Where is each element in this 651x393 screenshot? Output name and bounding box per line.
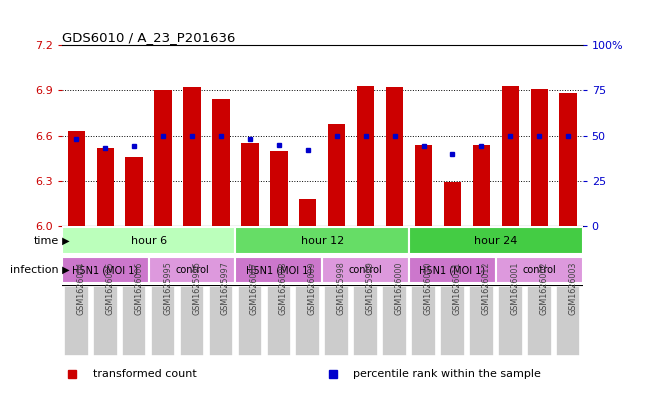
FancyBboxPatch shape bbox=[411, 286, 436, 356]
FancyBboxPatch shape bbox=[93, 286, 118, 356]
FancyBboxPatch shape bbox=[409, 257, 496, 283]
FancyBboxPatch shape bbox=[469, 286, 493, 356]
FancyBboxPatch shape bbox=[236, 228, 409, 254]
Text: GSM1626007: GSM1626007 bbox=[250, 261, 259, 314]
Bar bbox=[531, 89, 548, 226]
FancyBboxPatch shape bbox=[180, 286, 204, 356]
FancyBboxPatch shape bbox=[151, 286, 175, 356]
FancyBboxPatch shape bbox=[382, 286, 407, 356]
FancyBboxPatch shape bbox=[353, 286, 378, 356]
Text: ▶: ▶ bbox=[59, 265, 69, 275]
FancyBboxPatch shape bbox=[236, 257, 322, 283]
FancyBboxPatch shape bbox=[324, 286, 349, 356]
Text: GSM1625996: GSM1625996 bbox=[192, 261, 201, 315]
Text: GSM1626009: GSM1626009 bbox=[308, 261, 317, 314]
Text: GSM1625997: GSM1625997 bbox=[221, 261, 230, 315]
Bar bbox=[96, 148, 114, 226]
Text: GSM1626010: GSM1626010 bbox=[424, 261, 432, 314]
Bar bbox=[270, 151, 288, 226]
FancyBboxPatch shape bbox=[496, 257, 583, 283]
Text: GSM1626012: GSM1626012 bbox=[481, 261, 490, 314]
FancyBboxPatch shape bbox=[266, 286, 291, 356]
FancyBboxPatch shape bbox=[62, 257, 148, 283]
Text: GSM1625998: GSM1625998 bbox=[337, 261, 346, 315]
Text: GSM1625995: GSM1625995 bbox=[163, 261, 172, 315]
Bar bbox=[444, 182, 461, 226]
Text: hour 24: hour 24 bbox=[474, 236, 518, 246]
Bar bbox=[126, 157, 143, 226]
Text: GSM1626001: GSM1626001 bbox=[510, 261, 519, 314]
Text: GSM1626011: GSM1626011 bbox=[452, 261, 462, 314]
FancyBboxPatch shape bbox=[64, 286, 89, 356]
Bar bbox=[559, 94, 577, 226]
Text: ▶: ▶ bbox=[59, 236, 69, 246]
Text: percentile rank within the sample: percentile rank within the sample bbox=[353, 369, 542, 378]
Text: GSM1626006: GSM1626006 bbox=[134, 261, 143, 314]
Bar bbox=[242, 143, 258, 226]
Bar bbox=[328, 123, 346, 226]
Text: H5N1 (MOI 1): H5N1 (MOI 1) bbox=[246, 265, 312, 275]
FancyBboxPatch shape bbox=[122, 286, 146, 356]
Bar bbox=[357, 86, 374, 226]
Bar bbox=[299, 199, 316, 226]
Bar bbox=[473, 145, 490, 226]
FancyBboxPatch shape bbox=[409, 228, 583, 254]
Text: hour 12: hour 12 bbox=[301, 236, 344, 246]
Text: GDS6010 / A_23_P201636: GDS6010 / A_23_P201636 bbox=[62, 31, 235, 44]
Bar bbox=[502, 86, 519, 226]
Text: H5N1 (MOI 1): H5N1 (MOI 1) bbox=[72, 265, 138, 275]
Text: GSM1625999: GSM1625999 bbox=[366, 261, 374, 315]
FancyBboxPatch shape bbox=[238, 286, 262, 356]
Text: GSM1626005: GSM1626005 bbox=[105, 261, 114, 314]
Bar bbox=[415, 145, 432, 226]
Text: control: control bbox=[349, 265, 383, 275]
FancyBboxPatch shape bbox=[322, 257, 409, 283]
FancyBboxPatch shape bbox=[498, 286, 523, 356]
Bar bbox=[184, 87, 201, 226]
Text: time: time bbox=[33, 236, 59, 246]
Text: GSM1626003: GSM1626003 bbox=[568, 261, 577, 314]
Text: H5N1 (MOI 1): H5N1 (MOI 1) bbox=[419, 265, 486, 275]
Bar bbox=[386, 87, 403, 226]
FancyBboxPatch shape bbox=[296, 286, 320, 356]
Text: control: control bbox=[175, 265, 209, 275]
FancyBboxPatch shape bbox=[440, 286, 465, 356]
Text: GSM1626004: GSM1626004 bbox=[76, 261, 85, 314]
FancyBboxPatch shape bbox=[556, 286, 581, 356]
Bar bbox=[212, 99, 230, 226]
Bar bbox=[154, 90, 172, 226]
FancyBboxPatch shape bbox=[62, 228, 236, 254]
Text: transformed count: transformed count bbox=[93, 369, 197, 378]
Text: infection: infection bbox=[10, 265, 59, 275]
Text: GSM1626008: GSM1626008 bbox=[279, 261, 288, 314]
FancyBboxPatch shape bbox=[209, 286, 233, 356]
Text: GSM1626000: GSM1626000 bbox=[395, 261, 404, 314]
Text: GSM1626002: GSM1626002 bbox=[539, 261, 548, 314]
FancyBboxPatch shape bbox=[148, 257, 236, 283]
Text: control: control bbox=[522, 265, 556, 275]
FancyBboxPatch shape bbox=[527, 286, 551, 356]
Bar bbox=[68, 131, 85, 226]
Text: hour 6: hour 6 bbox=[131, 236, 167, 246]
